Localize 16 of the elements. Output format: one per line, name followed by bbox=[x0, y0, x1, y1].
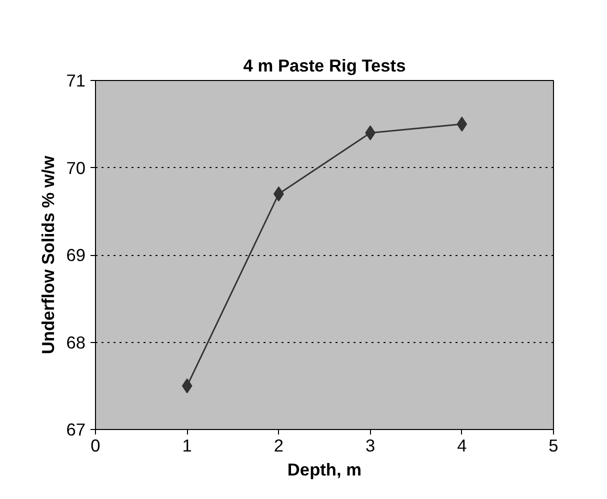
x-tick-label: 5 bbox=[548, 436, 558, 456]
x-axis-title: Depth, m bbox=[287, 460, 362, 480]
y-tick-label: 71 bbox=[66, 70, 86, 90]
point bbox=[456, 116, 468, 132]
y-tick-label: 68 bbox=[66, 332, 86, 352]
y-tick-label: 67 bbox=[66, 420, 86, 440]
x-tick-label: 0 bbox=[90, 436, 100, 456]
x-tick-label: 2 bbox=[274, 436, 284, 456]
x-tick-label: 3 bbox=[365, 436, 376, 456]
x-tick-label: 4 bbox=[457, 436, 468, 456]
y-tick-label: 70 bbox=[66, 158, 86, 178]
chart-title: 4 m Paste Rig Tests bbox=[243, 56, 406, 76]
y-tick-label: 69 bbox=[66, 245, 86, 265]
point bbox=[182, 378, 192, 394]
x-tick-label: 1 bbox=[182, 436, 192, 456]
y-axis-title: Underflow Solids % w/w bbox=[38, 155, 58, 354]
